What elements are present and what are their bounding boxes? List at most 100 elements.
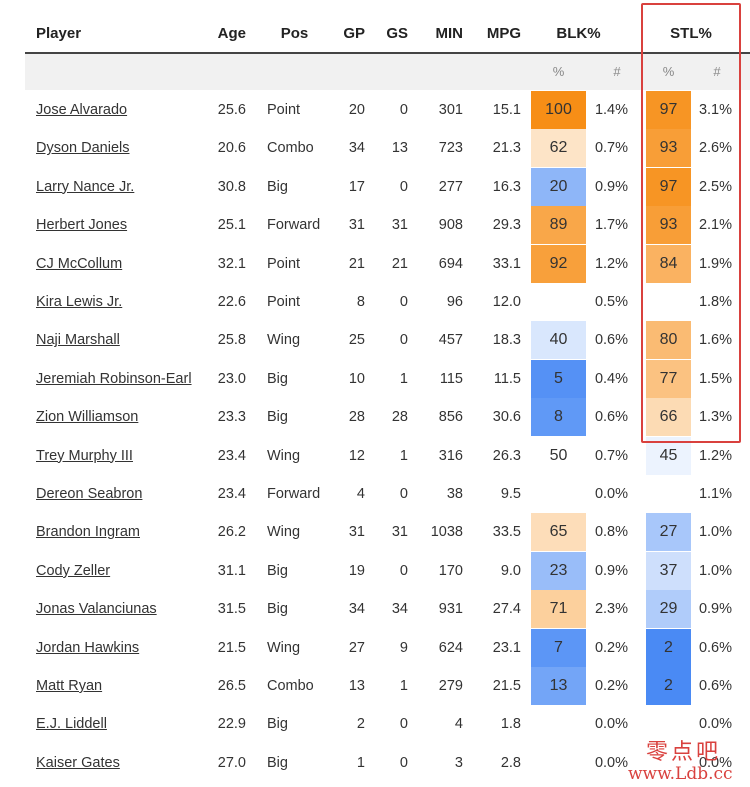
player-link[interactable]: Trey Murphy III (36, 447, 133, 464)
percentile-cell: 2 (646, 667, 691, 705)
cell: 1.1% (698, 486, 732, 502)
cell: 17 (348, 178, 365, 195)
cell: 25.6 (217, 102, 246, 118)
cell: Point (267, 255, 301, 272)
cell: 0 (399, 294, 408, 310)
cell: 11.5 (493, 370, 521, 387)
subheader-label: % (552, 64, 565, 79)
cell: 25 (348, 332, 365, 349)
player-link[interactable]: Brandon Ingram (36, 524, 140, 541)
cell: 1.6% (698, 332, 732, 349)
player-link[interactable]: CJ McCollum (36, 255, 123, 272)
cell: 23.1 (492, 639, 521, 656)
player-link[interactable]: Kaiser Gates (36, 754, 120, 771)
cell: 34 (348, 601, 365, 618)
cell: 0.7% (594, 447, 628, 464)
cell: 32.1 (217, 255, 246, 272)
cell: 26.5 (217, 678, 246, 694)
cell: 0.2% (594, 639, 628, 656)
cell: 170 (438, 562, 463, 579)
cell: 29.3 (492, 217, 521, 234)
cell: 2.1% (698, 217, 732, 234)
cell: Point (267, 294, 301, 310)
cell: Big (267, 716, 288, 733)
cell: 2.8 (500, 754, 521, 771)
percentile-cell: 93 (646, 206, 691, 245)
cell: Combo (267, 140, 314, 157)
player-link[interactable]: Jose Alvarado (36, 102, 128, 118)
cell: 31.5 (217, 601, 246, 618)
cell: 0.9% (698, 601, 732, 618)
cell: 1.9% (698, 255, 732, 272)
cell: 28 (348, 409, 365, 426)
watermark-title: 零点吧 (646, 740, 722, 765)
column-header: STL% (670, 25, 712, 42)
percentile-cell: 13 (531, 667, 586, 705)
percentile-cell: 40 (531, 321, 586, 360)
subheader-row (25, 54, 750, 90)
percentile-cell: 92 (531, 244, 586, 283)
cell: 12.0 (492, 294, 521, 310)
cell: 0.9% (594, 178, 628, 195)
cell: 33.1 (492, 255, 521, 272)
cell: 1.8 (500, 716, 521, 733)
player-link[interactable]: Dyson Daniels (36, 140, 130, 157)
percentile-cell: 27 (646, 513, 691, 552)
cell: 9 (399, 639, 408, 656)
cell: 1.8% (698, 294, 732, 310)
cell: 26.2 (217, 524, 246, 541)
cell: 0.6% (594, 409, 628, 426)
player-link[interactable]: Kira Lewis Jr. (36, 294, 123, 310)
cell: 20.6 (217, 140, 246, 157)
percentile-cell: 2 (646, 628, 691, 667)
cell: 30.8 (217, 178, 246, 195)
player-link[interactable]: Jordan Hawkins (36, 639, 140, 656)
cell: 1 (356, 754, 365, 771)
player-link[interactable]: Naji Marshall (36, 332, 120, 349)
cell: Big (267, 409, 288, 426)
percentile-cell: 97 (646, 167, 691, 206)
cell: Combo (267, 678, 314, 694)
cell: 0.0% (698, 716, 732, 733)
player-link[interactable]: Jeremiah Robinson-Earl (36, 370, 192, 387)
cell: 0 (399, 102, 408, 118)
cell: 0.0% (594, 754, 628, 771)
cell: 3.1% (698, 102, 732, 118)
column-header: BLK% (556, 25, 601, 42)
player-link[interactable]: E.J. Liddell (36, 716, 107, 733)
cell: 3 (454, 754, 463, 771)
percentile-cell: 80 (646, 321, 691, 360)
cell: 23.3 (217, 409, 246, 426)
column-header: GS (386, 25, 408, 42)
cell: 15.1 (492, 102, 521, 118)
cell: 13 (348, 678, 365, 694)
cell: 0 (399, 486, 408, 502)
cell: 31 (391, 217, 408, 234)
player-link[interactable]: Cody Zeller (36, 562, 111, 579)
player-link[interactable]: Jonas Valanciunas (36, 601, 157, 618)
cell: 9.0 (500, 562, 521, 579)
percentile-cell: 62 (531, 129, 586, 168)
percentile-cell: 37 (646, 551, 691, 590)
player-link[interactable]: Dereon Seabron (36, 486, 143, 502)
player-link[interactable]: Herbert Jones (36, 217, 128, 234)
cell: 9.5 (500, 486, 521, 502)
cell: 22.9 (217, 716, 246, 733)
cell: Wing (267, 332, 301, 349)
cell: 723 (438, 140, 463, 157)
percentile-cell: 8 (531, 398, 586, 437)
cell: 1.0% (698, 562, 732, 579)
cell: 31 (391, 524, 408, 541)
cell: 908 (438, 217, 463, 234)
cell: 316 (438, 447, 463, 464)
percentile-cell: 89 (531, 206, 586, 245)
percentile-cell: 5 (531, 359, 586, 398)
player-link[interactable]: Matt Ryan (36, 678, 103, 694)
cell: 277 (438, 178, 463, 195)
player-link[interactable]: Zion Williamson (36, 409, 139, 426)
cell: 0.9% (594, 562, 628, 579)
player-link[interactable]: Larry Nance Jr. (36, 178, 135, 195)
cell: Wing (267, 639, 301, 656)
cell: 0.0% (594, 486, 628, 502)
